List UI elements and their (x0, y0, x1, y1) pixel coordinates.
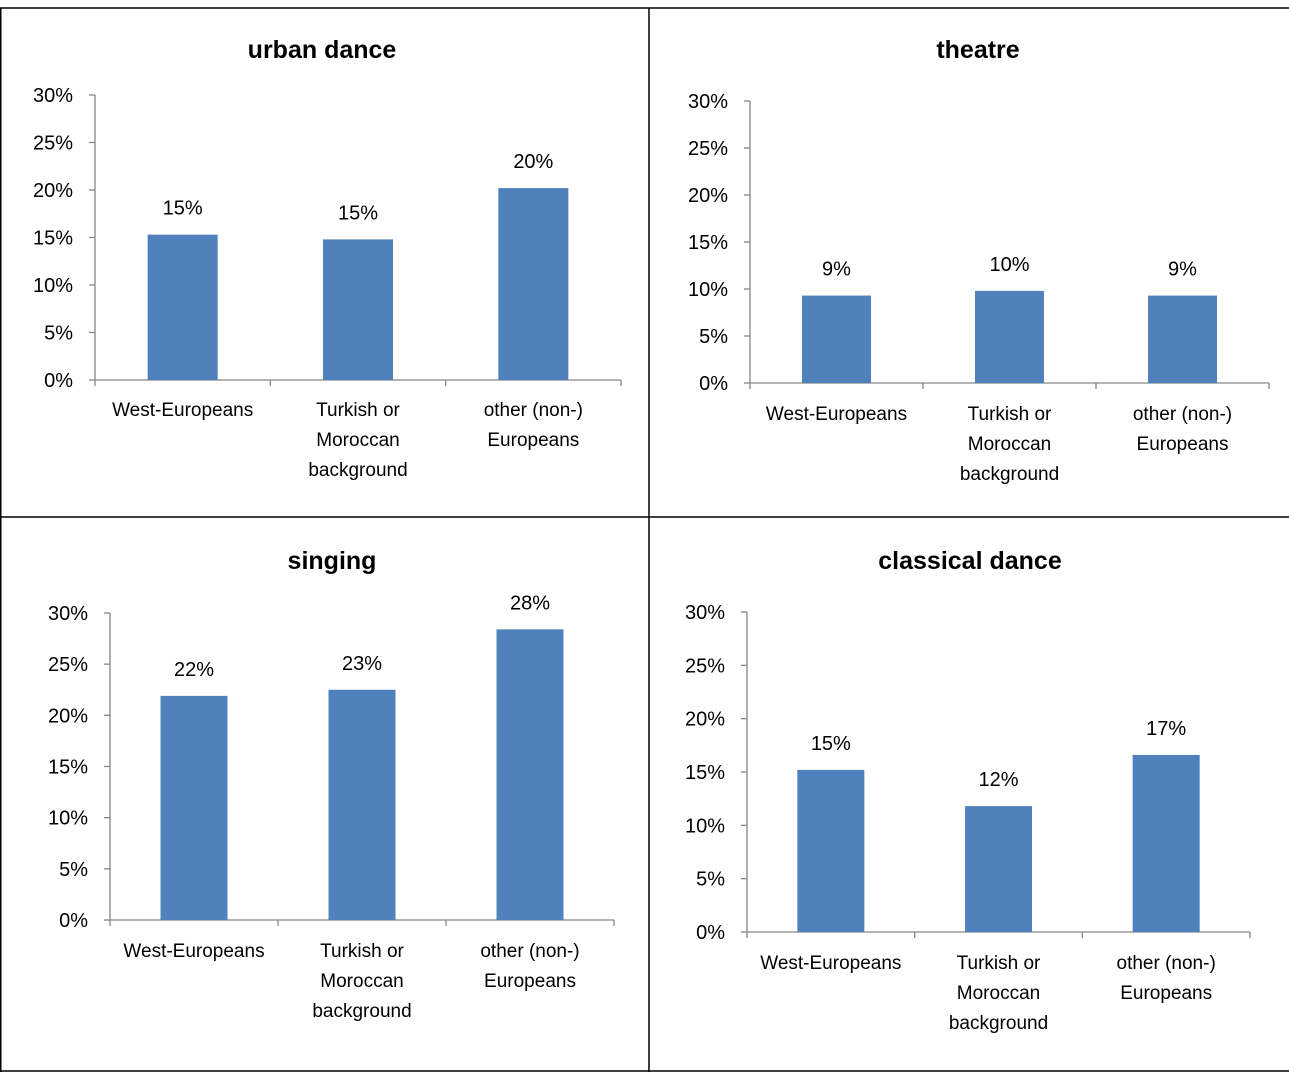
bar-west-europeans (802, 295, 871, 383)
y-tick-label: 20% (685, 709, 725, 731)
chart-title: urban dance (248, 36, 397, 64)
data-label: 15% (338, 202, 378, 224)
data-label: 15% (163, 198, 203, 220)
y-tick-label: 15% (688, 232, 728, 254)
category-label: West-Europeans (112, 400, 253, 421)
y-tick-label: 5% (44, 323, 73, 345)
category-label: Europeans (1137, 434, 1229, 455)
chart-title: classical dance (878, 547, 1062, 575)
bar-other-non-europeans (1148, 295, 1217, 383)
bar-west-europeans (797, 769, 865, 932)
category-label: Europeans (484, 971, 576, 992)
bar-other-non-europeans (496, 629, 564, 920)
bar-west-europeans (147, 234, 218, 380)
chart-title: singing (288, 547, 377, 575)
data-label: 12% (978, 769, 1018, 791)
category-label: background (312, 1001, 411, 1022)
y-tick-label: 10% (685, 815, 725, 837)
bar-other-non-europeans (1132, 754, 1200, 932)
category-label: West-Europeans (760, 953, 901, 974)
y-tick-label: 0% (44, 370, 73, 392)
category-label: Turkish or (957, 953, 1041, 974)
y-tick-label: 10% (33, 275, 73, 297)
category-label: other (non-) (1133, 404, 1232, 425)
category-label: Moroccan (957, 983, 1040, 1004)
data-label: 17% (1146, 718, 1186, 740)
data-label: 10% (989, 254, 1029, 276)
y-tick-label: 30% (688, 91, 728, 113)
y-tick-label: 25% (33, 133, 73, 155)
y-tick-label: 5% (696, 869, 725, 891)
category-label: other (non-) (480, 941, 579, 962)
y-tick-label: 25% (48, 654, 88, 676)
y-tick-label: 10% (688, 279, 728, 301)
y-tick-label: 0% (696, 922, 725, 944)
y-tick-label: 15% (48, 757, 88, 779)
category-label: background (960, 464, 1059, 485)
category-label: Moroccan (320, 971, 403, 992)
data-label: 9% (822, 259, 851, 281)
chart-theatre: theatre 0% 5% 10% 15% 20% 25% 30% 9% West-Europea… (688, 36, 1270, 485)
y-tick-label: 30% (685, 602, 725, 624)
y-tick-label: 10% (48, 808, 88, 830)
data-label: 22% (174, 659, 214, 681)
bar-turkish-or-moroccan-background (323, 239, 393, 380)
chart-classical-dance: classical dance 0% 5% 10% 15% 20% 25% 30% 15% Wes… (685, 547, 1251, 1034)
category-label: other (non-) (484, 400, 583, 421)
y-tick-label: 30% (33, 85, 73, 107)
bar-turkish-or-moroccan-background (975, 290, 1044, 383)
category-label: Turkish or (320, 941, 404, 962)
category-label: other (non-) (1117, 953, 1216, 974)
category-label: Turkish or (968, 404, 1052, 425)
data-label: 15% (811, 733, 851, 755)
y-tick-label: 5% (699, 326, 728, 348)
y-tick-label: 30% (48, 603, 88, 625)
y-tick-label: 25% (685, 655, 725, 677)
category-label: Europeans (487, 430, 579, 451)
data-label: 9% (1168, 259, 1197, 281)
category-label: Europeans (1120, 983, 1212, 1004)
bar-other-non-europeans (498, 188, 569, 380)
y-tick-label: 20% (48, 705, 88, 727)
category-label: background (308, 460, 407, 481)
bar-west-europeans (160, 695, 228, 920)
y-tick-label: 20% (688, 185, 728, 207)
chart-title: theatre (936, 36, 1019, 64)
y-tick-label: 0% (699, 373, 728, 395)
category-label: Turkish or (316, 400, 400, 421)
y-tick-label: 15% (33, 228, 73, 250)
bar-turkish-or-moroccan-background (965, 806, 1032, 932)
chart-singing: singing 0% 5% 10% 15% 20% 25% 30% 22% West-Europe… (48, 547, 615, 1022)
data-label: 20% (513, 151, 553, 173)
category-label: background (949, 1013, 1048, 1034)
bar-turkish-or-moroccan-background (328, 689, 396, 920)
data-label: 28% (510, 592, 550, 614)
y-tick-label: 0% (59, 910, 88, 932)
data-label: 23% (342, 653, 382, 675)
y-tick-label: 15% (685, 762, 725, 784)
y-tick-label: 5% (59, 859, 88, 881)
y-tick-label: 25% (688, 138, 728, 160)
table-borders (0, 7, 1289, 1072)
chart-urban-dance: urban dance 0% 5% 10% 15% 20% 25% 30% 15% West-Eu… (33, 36, 622, 481)
category-label: West-Europeans (766, 404, 907, 425)
category-label: Moroccan (316, 430, 399, 451)
category-label: West-Europeans (123, 941, 264, 962)
y-tick-label: 20% (33, 180, 73, 202)
category-label: Moroccan (968, 434, 1051, 455)
